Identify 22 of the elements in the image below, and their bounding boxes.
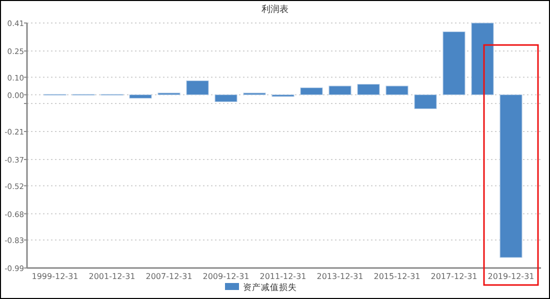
bar [386,86,408,96]
x-tick-label: 2015-12-31 [374,272,420,281]
bar [214,94,238,102]
bar [357,84,380,96]
legend-label: 资产减值损失 [243,282,297,293]
bar [129,94,152,99]
bar [442,31,466,96]
bar [471,22,494,96]
x-tick-label: 2017-12-31 [430,272,478,281]
x-tick-label: 2013-12-31 [316,272,364,281]
x-tick-label: 2001-12-31 [88,272,136,281]
chart-title: 利润表 [262,4,288,15]
x-tick-label: 2007-12-31 [146,272,192,281]
x-tick-label: 2011-12-31 [260,272,306,281]
bar [500,94,522,258]
x-tick-label: 2009-12-31 [202,272,250,281]
bar [186,80,209,96]
x-tick-label: 1999-12-31 [32,272,78,281]
bar [414,94,437,110]
bar [300,87,323,96]
x-tick-label: 2019-12-31 [488,272,534,281]
bar [328,86,352,96]
